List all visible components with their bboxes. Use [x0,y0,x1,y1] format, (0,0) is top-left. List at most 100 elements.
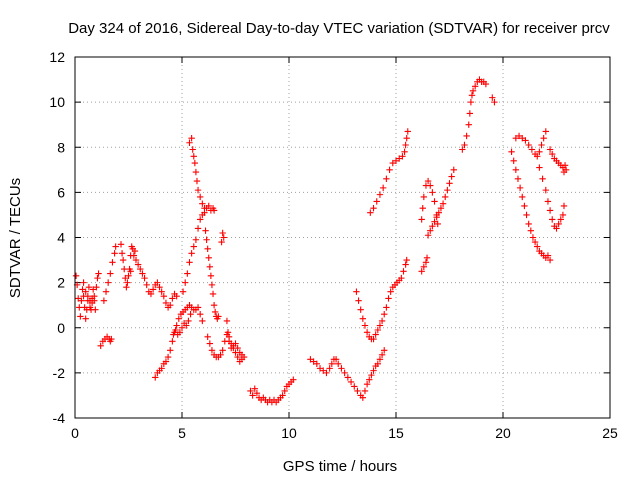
data-point [158,288,165,295]
data-point [186,259,193,266]
data-point [442,193,449,201]
data-point [218,238,225,246]
data-point [224,329,232,336]
data-point [328,360,335,368]
data-point [206,340,214,347]
data-point [225,338,233,345]
data-point [123,283,130,291]
data-point [433,213,440,221]
data-point [376,191,384,198]
data-point [420,263,428,271]
data-point [335,360,342,368]
data-point [85,283,93,291]
data-point [427,182,434,189]
data-point [338,365,345,372]
data-point [210,207,218,214]
data-segment [97,333,115,349]
data-point [561,162,569,169]
data-point [546,256,554,264]
data-point [121,265,128,273]
data-point [546,146,554,153]
data-point [482,80,490,88]
data-point [190,153,197,160]
x-tick-label: 20 [495,425,511,441]
data-point [125,272,132,280]
data-point [418,268,425,275]
data-point [544,198,552,205]
data-point [152,374,159,381]
data-point [529,234,537,241]
data-point [355,297,362,304]
data-point [196,311,204,318]
data-point [386,166,393,174]
data-point [186,139,193,146]
data-segment [418,177,441,228]
data-point [528,146,536,153]
data-point [401,148,408,155]
data-point [557,216,564,223]
data-point [206,263,214,271]
data-point [381,311,388,318]
x-tick-label: 15 [388,425,404,441]
data-point [489,94,496,101]
data-point [147,290,155,298]
data-point [398,274,405,282]
data-point [373,198,380,205]
data-point [512,166,520,174]
data-point [209,290,217,298]
data-segment [152,301,206,381]
data-point [467,98,475,106]
data-point [424,177,432,185]
data-point [519,193,526,201]
data-segment [418,254,431,275]
data-segment [170,311,194,338]
data-point [290,376,297,383]
data-point [539,175,546,183]
data-point [359,315,367,322]
y-tick-label: -4 [53,410,66,426]
data-point [326,365,333,372]
data-point [205,254,212,262]
data-segment [100,243,119,304]
data-point [187,311,194,318]
data-point [370,367,377,374]
data-point [192,168,200,176]
data-point [344,374,352,381]
data-point [247,387,254,395]
data-point [162,358,170,365]
data-point [434,220,441,228]
data-segment [127,243,180,311]
data-point [82,288,89,295]
data-point [468,92,476,99]
data-point [431,218,438,225]
data-point [310,358,317,365]
data-point [234,353,241,361]
data-point [194,186,202,194]
data-point [169,295,176,302]
x-tick-label: 0 [71,425,79,441]
data-point [549,150,556,158]
data-point [220,234,227,241]
data-point [207,272,215,280]
data-point [420,193,428,201]
data-segment [80,270,102,311]
data-point [400,268,407,275]
data-point [208,347,216,354]
data-segment [179,209,208,295]
data-point [553,225,560,232]
data-point [559,211,567,219]
data-point [80,279,87,286]
data-point [188,135,195,142]
data-point [531,238,539,246]
plot-frame [74,56,611,419]
data-point [522,137,529,144]
data-point [534,153,541,160]
data-point [353,288,360,295]
data-point [469,87,477,95]
data-point [379,184,387,192]
data-segment [367,128,411,216]
data-point [204,333,211,340]
gridlines [75,57,610,418]
data-point [219,347,226,354]
data-point [223,317,231,325]
